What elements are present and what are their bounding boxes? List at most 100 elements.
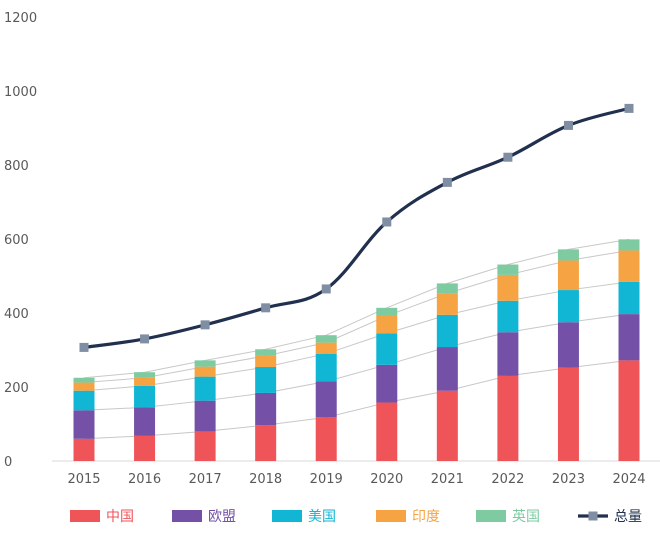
bar-segment xyxy=(255,367,277,393)
bar-segment xyxy=(618,250,640,282)
bar-segment xyxy=(134,385,156,408)
bar-stack-group xyxy=(73,239,640,461)
bar-segment xyxy=(376,333,398,365)
bar-segment xyxy=(194,400,216,432)
stack-connector-line xyxy=(83,249,630,384)
bar-segment xyxy=(73,410,95,439)
bar-segment xyxy=(436,293,458,315)
bar-segment xyxy=(436,347,458,391)
bar-segment xyxy=(134,377,156,386)
bar-segment xyxy=(557,290,579,323)
legend-label: 总量 xyxy=(614,509,642,525)
bar-segment xyxy=(315,353,337,382)
total-line-marker xyxy=(200,320,210,330)
legend-label: 英国 xyxy=(512,508,540,525)
bar-segment xyxy=(255,355,277,368)
bar-segment xyxy=(376,402,398,461)
y-axis-ticks: 0 200 400 600 800 1000 1200 xyxy=(4,11,37,470)
bar-segment xyxy=(134,435,156,461)
total-line-series xyxy=(79,103,634,352)
y-tick-label: 400 xyxy=(4,307,29,322)
bar-segment xyxy=(557,322,579,368)
bar-segment xyxy=(134,407,156,436)
bar-segment xyxy=(73,438,95,461)
bar-segment xyxy=(73,377,95,383)
bar-segment xyxy=(255,349,277,356)
stack-connector-lines xyxy=(83,238,630,440)
bar-segment xyxy=(618,239,640,251)
bar-segment xyxy=(315,342,337,354)
y-tick-label: 800 xyxy=(4,159,29,174)
total-line-marker xyxy=(140,334,150,344)
legend-swatch xyxy=(476,510,506,522)
legend-swatch xyxy=(272,510,302,522)
stack-connector-line xyxy=(83,281,630,392)
x-tick-label: 2018 xyxy=(249,472,282,487)
bar-segment xyxy=(376,364,398,403)
bar-segment xyxy=(497,375,519,461)
x-tick-label: 2022 xyxy=(491,472,524,487)
y-tick-label: 1200 xyxy=(4,11,37,26)
y-tick-label: 200 xyxy=(4,381,29,396)
bar-segment xyxy=(376,307,398,316)
bar-segment xyxy=(194,360,216,367)
bar-segment xyxy=(315,335,337,343)
stack-connector-line xyxy=(83,238,630,379)
bar-segment xyxy=(557,249,579,261)
legend-swatch xyxy=(70,510,100,522)
legend-label: 印度 xyxy=(412,509,440,525)
bar-segment xyxy=(376,315,398,334)
y-tick-label: 0 xyxy=(4,455,12,470)
x-tick-label: 2017 xyxy=(189,472,222,487)
bar-segment xyxy=(436,314,458,348)
x-tick-label: 2019 xyxy=(310,472,343,487)
total-line-marker xyxy=(261,303,271,313)
legend-label: 中国 xyxy=(106,509,134,525)
legend-line-marker xyxy=(588,511,598,521)
total-line-marker xyxy=(442,177,452,187)
x-axis-ticks: 2015 2016 2017 2018 2019 2020 2021 2022 2023 2024 xyxy=(67,472,645,487)
bar-segment xyxy=(557,367,579,461)
bar-segment xyxy=(436,283,458,294)
bar-segment xyxy=(618,360,640,461)
total-line-marker xyxy=(624,103,634,113)
legend-swatch xyxy=(172,510,202,522)
bar-segment xyxy=(73,382,95,391)
x-tick-label: 2024 xyxy=(612,472,645,487)
x-tick-label: 2021 xyxy=(431,472,464,487)
legend-swatch xyxy=(376,510,406,522)
y-tick-label: 600 xyxy=(4,233,29,248)
bar-segment xyxy=(557,260,579,291)
bar-segment xyxy=(315,417,337,461)
legend: 中国 欧盟 美国 印度 英国 总量 xyxy=(70,508,642,525)
legend-label: 欧盟 xyxy=(208,509,236,525)
bar-segment xyxy=(194,366,216,377)
bar-segment xyxy=(315,381,337,418)
bar-segment xyxy=(497,300,519,333)
bar-segment xyxy=(255,392,277,426)
total-line-marker xyxy=(321,284,331,294)
y-tick-label: 1000 xyxy=(4,85,37,100)
bar-segment xyxy=(194,376,216,401)
stack-connector-line xyxy=(83,313,630,411)
total-line-marker xyxy=(503,152,513,162)
bar-segment xyxy=(497,264,519,275)
total-line-marker xyxy=(563,120,573,130)
bar-segment xyxy=(134,372,156,378)
bar-segment xyxy=(497,332,519,376)
x-tick-label: 2020 xyxy=(370,472,403,487)
stack-connector-line xyxy=(83,359,630,440)
legend-label: 美国 xyxy=(308,509,336,525)
bar-segment xyxy=(436,390,458,461)
x-tick-label: 2023 xyxy=(552,472,585,487)
bar-segment xyxy=(497,274,519,301)
bar-segment xyxy=(618,314,640,361)
bar-segment xyxy=(73,390,95,411)
bar-segment xyxy=(618,281,640,315)
bar-segment xyxy=(255,425,277,461)
total-line xyxy=(83,106,630,349)
x-tick-label: 2016 xyxy=(128,472,161,487)
bar-segment xyxy=(194,431,216,461)
x-tick-label: 2015 xyxy=(67,472,100,487)
